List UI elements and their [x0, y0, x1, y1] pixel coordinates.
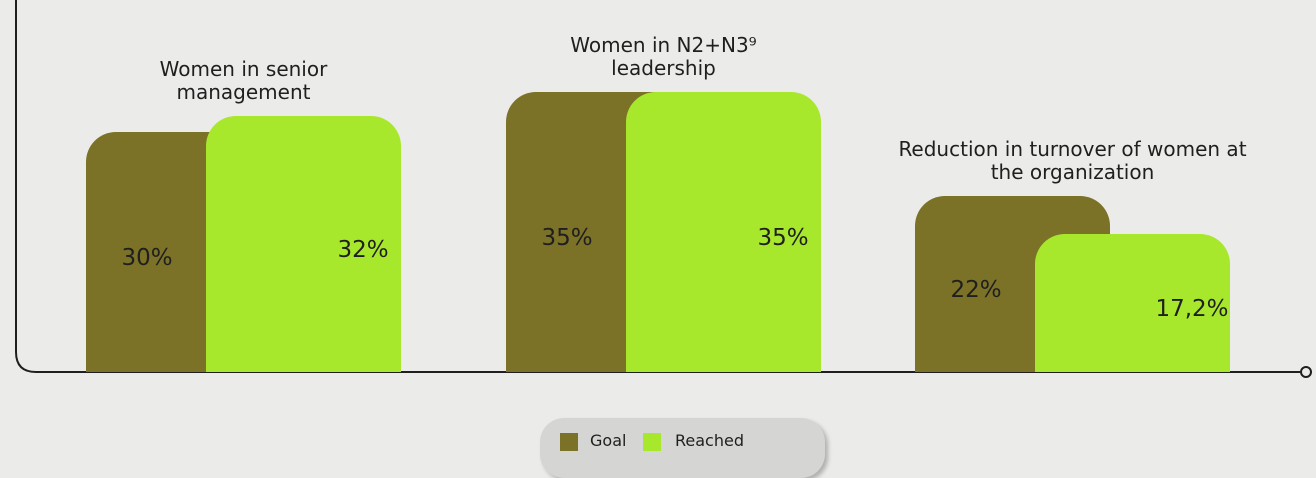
legend: Goal Reached [540, 418, 825, 478]
bar [206, 116, 401, 372]
bar [1035, 234, 1230, 372]
frame-end [1300, 366, 1312, 378]
legend-label: Reached [675, 431, 744, 450]
category-label: Women in N2+N3⁹ leadership [570, 33, 757, 80]
legend-label: Goal [590, 431, 627, 450]
page: 30% 32% Women in senior management 35% 35% Wo… [15, 0, 1312, 478]
value-label: 35% [757, 225, 809, 251]
category-label: Reduction in turnover of women at the or… [898, 137, 1247, 184]
value-label: 17,2% [1155, 296, 1229, 323]
bar [626, 92, 821, 372]
frame [15, 0, 1312, 378]
value-label: 30% [121, 245, 173, 271]
frame-line [15, 0, 1300, 373]
value-label: 22% [950, 277, 1002, 303]
legend-swatch [560, 433, 578, 451]
legend-swatch [643, 433, 661, 451]
value-label: 32% [337, 237, 389, 263]
category-label: Women in senior management [159, 57, 328, 104]
value-label: 35% [541, 225, 593, 251]
